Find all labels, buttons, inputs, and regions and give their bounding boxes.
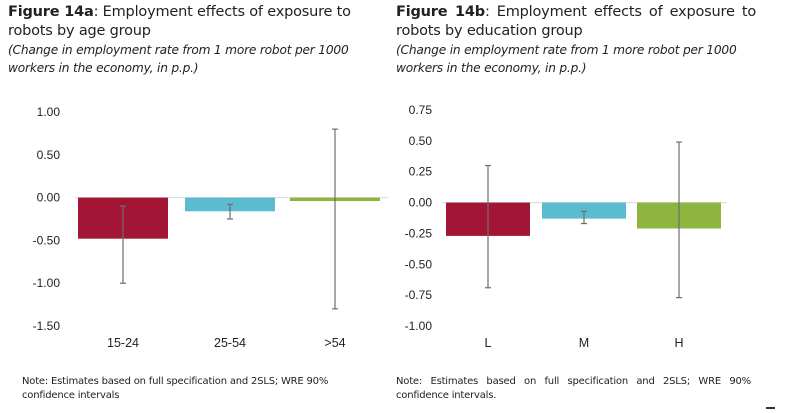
y-tick-label: -1.00 <box>33 276 61 290</box>
x-category-label: L <box>485 336 492 350</box>
x-category-label: 15-24 <box>107 336 139 350</box>
figure-14a-label: Figure 14a <box>8 4 94 20</box>
figure-14a-header: Figure 14a: Employment effects of exposu… <box>8 0 390 77</box>
bar-M <box>542 202 626 219</box>
chart-14a: 1.00 0.50 0.00 -0.50 -1.00 -1.50 15-24 25-54 >54 <box>33 105 388 350</box>
y-tick-label: -1.50 <box>33 319 61 333</box>
y-tick-label: 0.00 <box>37 191 61 205</box>
figure-14b-title: Figure 14b: Employment effects of exposu… <box>396 3 756 41</box>
figure-14a-subtitle: (Change in employment rate from 1 more r… <box>8 43 349 75</box>
figure-14a-title-text: : Employment effects of exposure to robo… <box>8 4 351 39</box>
figure-14b-note: Note: Estimates based on full specificat… <box>396 376 751 401</box>
y-tick-label: -1.00 <box>405 319 433 333</box>
x-category-label: H <box>674 336 683 350</box>
y-tick-label: 0.50 <box>409 134 433 148</box>
y-tick-label: 0.75 <box>409 103 433 117</box>
y-tick-label: -0.75 <box>405 288 433 302</box>
figure-14b-label: Figure 14b <box>396 4 485 20</box>
y-tick-label: 0.50 <box>37 148 61 162</box>
y-tick-label: 0.00 <box>409 196 433 210</box>
figure-14a-title: Figure 14a: Employment effects of exposu… <box>8 3 390 41</box>
y-tick-label: -0.25 <box>405 226 433 240</box>
x-category-label: >54 <box>324 336 345 350</box>
x-category-label: 25-54 <box>214 336 246 350</box>
chart-14b: 0.75 0.50 0.25 0.00 -0.25 -0.50 -0.75 -1.00 L M H <box>405 103 727 350</box>
figure-14a-note: Note: Estimates based on full specificat… <box>22 376 329 401</box>
x-category-label: M <box>579 336 589 350</box>
page-mark <box>766 407 775 409</box>
y-tick-label: 0.25 <box>409 165 433 179</box>
y-tick-label: -0.50 <box>405 257 433 271</box>
figure-14b-header: Figure 14b: Employment effects of exposu… <box>396 0 756 77</box>
y-tick-label: -0.50 <box>33 233 61 247</box>
figure-14b-subtitle: (Change in employment rate from 1 more r… <box>396 43 737 75</box>
figure-14b-title-text: : Employment effects of exposure to robo… <box>396 4 757 39</box>
y-tick-label: 1.00 <box>37 105 61 119</box>
